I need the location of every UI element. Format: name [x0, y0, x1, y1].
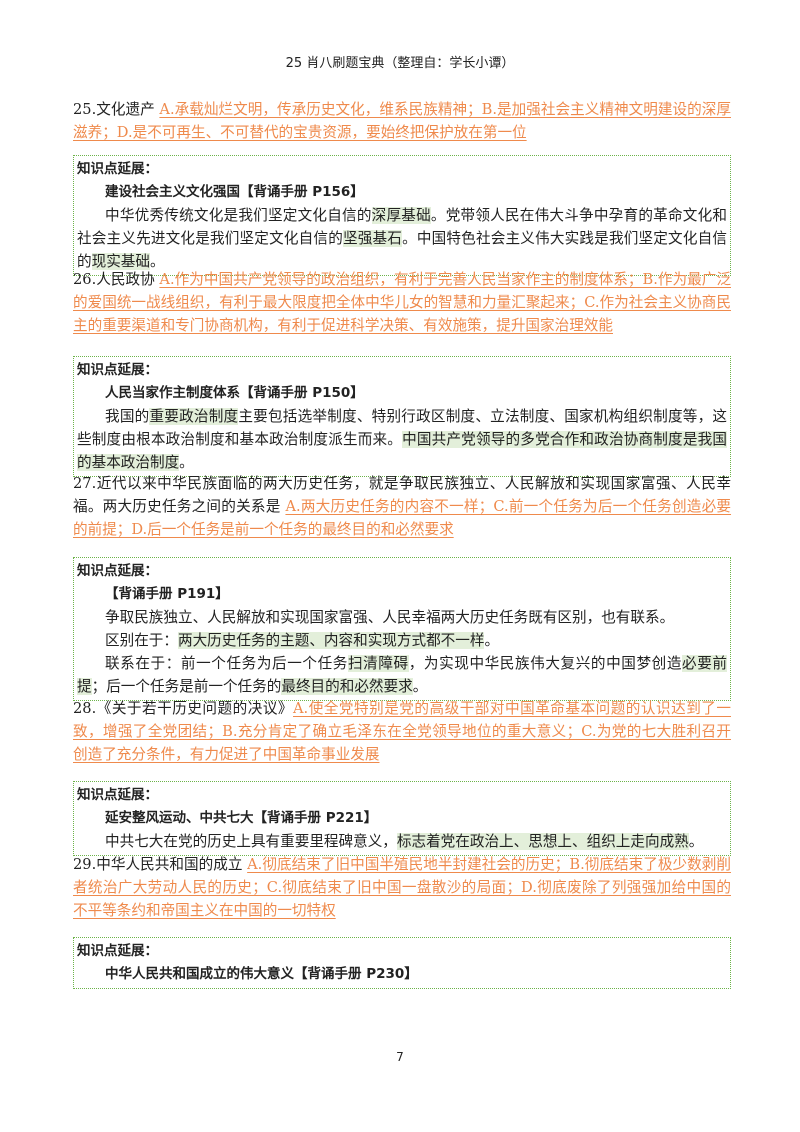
question-stem: 26.人民政协 — [73, 271, 160, 288]
knowledge-box: 知识点延展： 中华人民共和国成立的伟大意义【背诵手册 P230】 — [73, 937, 731, 989]
answer-text: A.使全党特别是党的高级干部对中国革命基本问题的认识达到了一致，增强了全党团结；… — [73, 700, 731, 763]
knowledge-label: 知识点延展： — [77, 563, 158, 579]
paragraph-text: 中共七大在党的历史上具有重要里程碑意义， — [105, 833, 397, 850]
highlighted-text: 坚强基石 — [342, 230, 403, 247]
question-28: 28.《关于若干历史问题的决议》A.使全党特别是党的高级干部对中国革命基本问题的… — [73, 697, 731, 766]
knowledge-paragraph: 中共七大在党的历史上具有重要里程碑意义，标志着党在政治上、思想上、组织上走向成熟… — [77, 830, 727, 853]
question-27: 27.近代以来中华民族面临的两大历史任务，就是争取民族独立、人民解放和实现国家富… — [73, 472, 731, 541]
knowledge-box: 知识点延展： 【背诵手册 P191】争取民族独立、人民解放和实现国家富强、人民幸福… — [73, 557, 731, 701]
knowledge-label: 知识点延展： — [77, 943, 158, 959]
paragraph-text: 。 — [150, 253, 165, 270]
highlighted-text: 标志着党在政治上、思想上、组织上走向成熟 — [396, 833, 689, 850]
highlighted-text: 两大历史任务的主题、内容和实现方式都不一样 — [177, 632, 485, 649]
knowledge-box: 知识点延展： 人民当家作主制度体系【背诵手册 P150】 我国的重要政治制度主要包括… — [73, 356, 731, 477]
question-stem: 29.中华人民共和国的成立 — [73, 856, 248, 873]
knowledge-paragraph: 我国的重要政治制度主要包括选举制度、特别行政区制度、立法制度、国家机构组织制度等… — [77, 405, 727, 474]
knowledge-label: 知识点延展： — [77, 362, 158, 378]
answer-text: A.彻底结束了旧中国半殖民地半封建社会的历史；B.彻底结束了极少数剥削者统治广大… — [73, 856, 731, 919]
knowledge-title: 中华人民共和国成立的伟大意义【背诵手册 P230】 — [105, 966, 418, 982]
paragraph-text: ；后一个任务是前一个任务的 — [91, 678, 282, 695]
paragraph-text: 区别在于： — [105, 632, 178, 649]
paragraph-text: 中华优秀传统文化是我们坚定文化自信的 — [105, 207, 372, 224]
paragraph-text: 联系在于：前一个任务为后一个任务 — [105, 655, 348, 672]
knowledge-label: 知识点延展： — [77, 787, 158, 803]
paragraph-text: 我国的 — [105, 408, 150, 425]
page-number: 7 — [396, 1050, 404, 1064]
highlighted-text: 扫清障碍 — [347, 655, 409, 672]
paragraph-text: 。党带领人民在伟大斗争中孕育的革命文化和社会主义先进文化是我们坚定文化自信的 — [77, 207, 727, 247]
paragraph-text: 。 — [179, 454, 194, 471]
question-29: 29.中华人民共和国的成立 A.彻底结束了旧中国半殖民地半封建社会的历史；B.彻… — [73, 853, 731, 922]
paragraph-text: 争取民族独立、人民解放和实现国家富强、人民幸福两大历史任务既有区别，也有联系。 — [105, 609, 675, 626]
answer-text: A.两大历史任务的内容不一样；C.前一个任务为后一个任务创造必要的前提；D.后一… — [73, 498, 732, 538]
paragraph-text: 。中国特色社会主义伟大实践是我们坚定文化自信的 — [77, 230, 727, 270]
paragraph-text: 。 — [412, 678, 428, 695]
knowledge-paragraph: 争取民族独立、人民解放和实现国家富强、人民幸福两大历史任务既有区别，也有联系。 — [77, 606, 727, 629]
question-25: 25.文化遗产 A.承载灿烂文明，传承历史文化，维系民族精神；B.是加强社会主义… — [73, 98, 731, 144]
paragraph-text: 。 — [688, 833, 704, 850]
question-stem: 27.近代以来中华民族面临的两大历史任务，就是争取民族独立、人民解放和实现国家富… — [73, 475, 731, 515]
question-stem: 25.文化遗产 — [73, 101, 160, 118]
highlighted-text: 重要政治制度 — [149, 408, 239, 425]
knowledge-box: 知识点延展： 建设社会主义文化强国【背诵手册 P156】 中华优秀传统文化是我们坚定… — [73, 155, 731, 276]
paragraph-text: ，为实现中华民族伟大复兴的中国梦创造 — [408, 655, 683, 672]
highlighted-text: 深厚基础 — [371, 207, 431, 224]
question-stem: 28.《关于若干历史问题的决议》 — [73, 700, 294, 717]
knowledge-title: 【背诵手册 P191】 — [105, 586, 229, 602]
highlighted-text: 现实基础 — [91, 253, 150, 270]
answer-text: A.作为中国共产党领导的政治组织，有利于完善人民当家作主的制度体系；B.作为最广… — [73, 271, 731, 334]
knowledge-paragraph: 联系在于：前一个任务为后一个任务扫清障碍，为实现中华民族伟大复兴的中国梦创造必要… — [77, 652, 727, 698]
knowledge-title: 建设社会主义文化强国【背诵手册 P156】 — [105, 184, 364, 200]
knowledge-box: 知识点延展： 延安整风运动、中共七大【背诵手册 P221】中共七大在党的历史上具有… — [73, 781, 731, 856]
knowledge-paragraph: 区别在于：两大历史任务的主题、内容和实现方式都不一样。 — [77, 629, 727, 652]
knowledge-title: 人民当家作主制度体系【背诵手册 P150】 — [105, 385, 364, 401]
page-header: 25 肖八刷题宝典（整理自：学长小谭） — [285, 56, 515, 71]
paragraph-text: 。 — [484, 632, 500, 649]
paragraph-text: 主要包括选举制度、特别行政区制度、立法制度、国家机构组织制度等，这些制度由根本政… — [77, 408, 727, 448]
knowledge-paragraph: 中华优秀传统文化是我们坚定文化自信的深厚基础。党带领人民在伟大斗争中孕育的革命文… — [77, 204, 727, 273]
knowledge-label: 知识点延展： — [77, 161, 158, 177]
question-26: 26.人民政协 A.作为中国共产党领导的政治组织，有利于完善人民当家作主的制度体… — [73, 268, 731, 337]
knowledge-title: 延安整风运动、中共七大【背诵手册 P221】 — [105, 810, 378, 826]
answer-text: A.承载灿烂文明，传承历史文化，维系民族精神；B.是加强社会主义精神文明建设的深… — [73, 101, 731, 141]
highlighted-text: 最终目的和必然要求 — [281, 678, 413, 695]
